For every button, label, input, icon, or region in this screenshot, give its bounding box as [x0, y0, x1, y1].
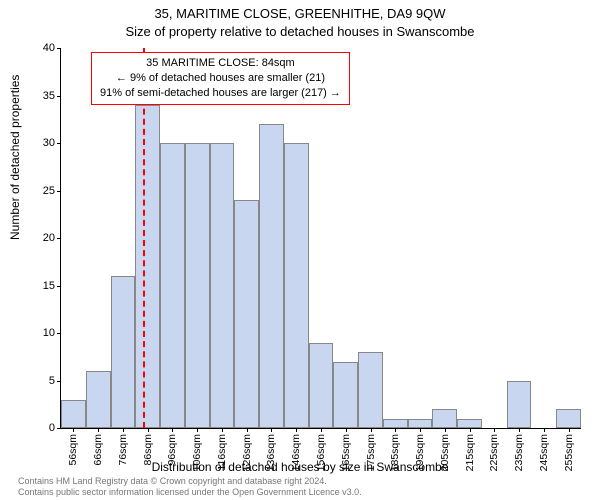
x-tick-mark [420, 428, 421, 432]
x-tick-mark [172, 428, 173, 432]
y-tick-mark [57, 191, 61, 192]
footer-line-2: Contains public sector information licen… [18, 487, 362, 498]
histogram-bar [160, 143, 185, 428]
y-tick-label: 10 [25, 327, 61, 339]
x-tick-mark [519, 428, 520, 432]
y-tick-label: 0 [25, 422, 61, 434]
x-tick-mark [395, 428, 396, 432]
y-tick-label: 20 [25, 232, 61, 244]
y-tick-label: 40 [25, 42, 61, 54]
histogram-bar [135, 105, 160, 428]
y-tick-mark [57, 96, 61, 97]
chart-title-main: 35, MARITIME CLOSE, GREENHITHE, DA9 9QW [0, 6, 600, 21]
x-tick-mark [494, 428, 495, 432]
chart-container: 35, MARITIME CLOSE, GREENHITHE, DA9 9QW … [0, 0, 600, 500]
histogram-bar [507, 381, 532, 429]
x-tick-mark [445, 428, 446, 432]
y-tick-label: 5 [25, 375, 61, 387]
x-axis-label: Distribution of detached houses by size … [0, 460, 600, 474]
plot-area: 051015202530354056sqm66sqm76sqm86sqm96sq… [60, 48, 581, 429]
x-tick-mark [346, 428, 347, 432]
histogram-bar [86, 371, 111, 428]
y-tick-mark [57, 143, 61, 144]
y-tick-label: 30 [25, 137, 61, 149]
y-tick-label: 15 [25, 280, 61, 292]
x-tick-mark [321, 428, 322, 432]
histogram-bar [61, 400, 86, 429]
y-axis-label: Number of detached properties [8, 75, 22, 240]
histogram-bar [556, 409, 581, 428]
histogram-bar [457, 419, 482, 429]
x-tick-mark [247, 428, 248, 432]
y-tick-mark [57, 333, 61, 334]
x-tick-mark [197, 428, 198, 432]
histogram-bar [210, 143, 235, 428]
chart-title-sub: Size of property relative to detached ho… [0, 24, 600, 39]
y-tick-mark [57, 48, 61, 49]
y-tick-mark [57, 286, 61, 287]
annotation-line-3: 91% of semi-detached houses are larger (… [100, 86, 341, 101]
annotation-line-2: ← 9% of detached houses are smaller (21) [100, 71, 341, 86]
x-tick-mark [98, 428, 99, 432]
footer-attribution: Contains HM Land Registry data © Crown c… [18, 476, 362, 498]
y-tick-mark [57, 381, 61, 382]
x-tick-mark [222, 428, 223, 432]
histogram-bar [358, 352, 383, 428]
histogram-bar [185, 143, 210, 428]
y-tick-mark [57, 428, 61, 429]
y-tick-mark [57, 238, 61, 239]
histogram-bar [408, 419, 433, 429]
histogram-bar [383, 419, 408, 429]
annotation-line-1: 35 MARITIME CLOSE: 84sqm [100, 56, 341, 71]
histogram-bar [333, 362, 358, 429]
x-tick-mark [73, 428, 74, 432]
x-tick-mark [271, 428, 272, 432]
x-tick-mark [544, 428, 545, 432]
x-tick-mark [569, 428, 570, 432]
histogram-bar [309, 343, 334, 429]
histogram-bar [234, 200, 259, 428]
footer-line-1: Contains HM Land Registry data © Crown c… [18, 476, 362, 487]
x-tick-mark [296, 428, 297, 432]
histogram-bar [284, 143, 309, 428]
annotation-box: 35 MARITIME CLOSE: 84sqm← 9% of detached… [91, 52, 350, 105]
y-tick-label: 35 [25, 90, 61, 102]
histogram-bar [111, 276, 136, 428]
histogram-bar [259, 124, 284, 428]
reference-line [143, 48, 145, 428]
x-tick-mark [371, 428, 372, 432]
x-tick-mark [470, 428, 471, 432]
x-tick-mark [148, 428, 149, 432]
histogram-bar [432, 409, 457, 428]
y-tick-label: 25 [25, 185, 61, 197]
x-tick-mark [123, 428, 124, 432]
